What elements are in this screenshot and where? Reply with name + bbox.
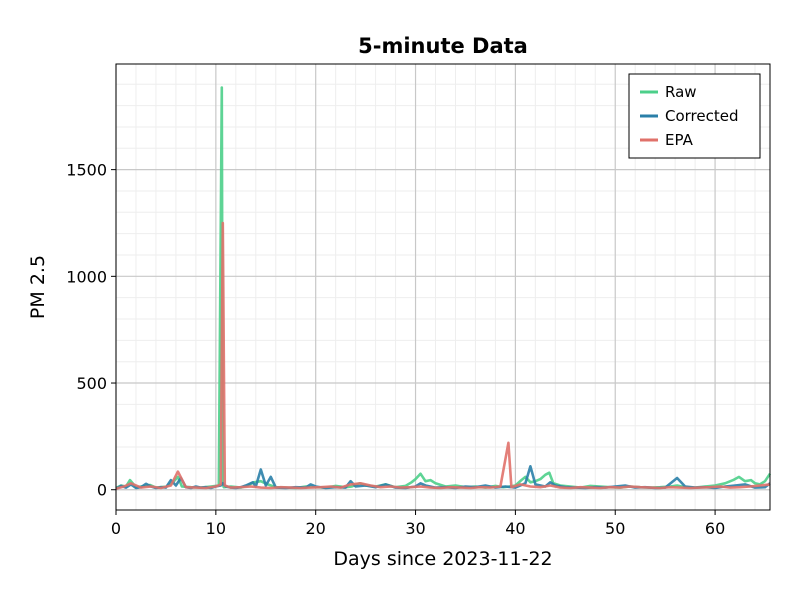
y-tick-label: 1500	[66, 161, 107, 180]
y-tick-label: 1000	[66, 267, 107, 286]
major-grid	[115, 64, 770, 510]
series-line-epa	[115, 221, 771, 490]
x-tick-label: 20	[306, 519, 326, 538]
x-tick-label: 0	[111, 519, 121, 538]
x-tick-label: 50	[605, 519, 625, 538]
y-axis: 0 500 1000 1500	[66, 161, 116, 500]
chart-title: 5-minute Data	[358, 34, 528, 58]
legend-label-corrected: Corrected	[665, 107, 739, 125]
legend-label-raw: Raw	[665, 83, 697, 101]
legend-label-epa: EPA	[665, 131, 694, 149]
x-tick-label: 40	[505, 519, 525, 538]
x-tick-label: 30	[405, 519, 425, 538]
series-layer	[115, 86, 772, 490]
y-tick-label: 0	[97, 481, 107, 500]
plot-frame	[115, 63, 771, 511]
x-tick-label: 60	[705, 519, 725, 538]
legend: Raw Corrected EPA	[628, 73, 761, 159]
y-axis-title: PM 2.5	[27, 255, 49, 319]
x-axis: 0 10 20 30 40 50 60	[111, 510, 725, 538]
x-axis-title: Days since 2023-11-22	[333, 548, 552, 570]
y-tick-label: 500	[76, 374, 107, 393]
x-tick-label: 10	[206, 519, 226, 538]
